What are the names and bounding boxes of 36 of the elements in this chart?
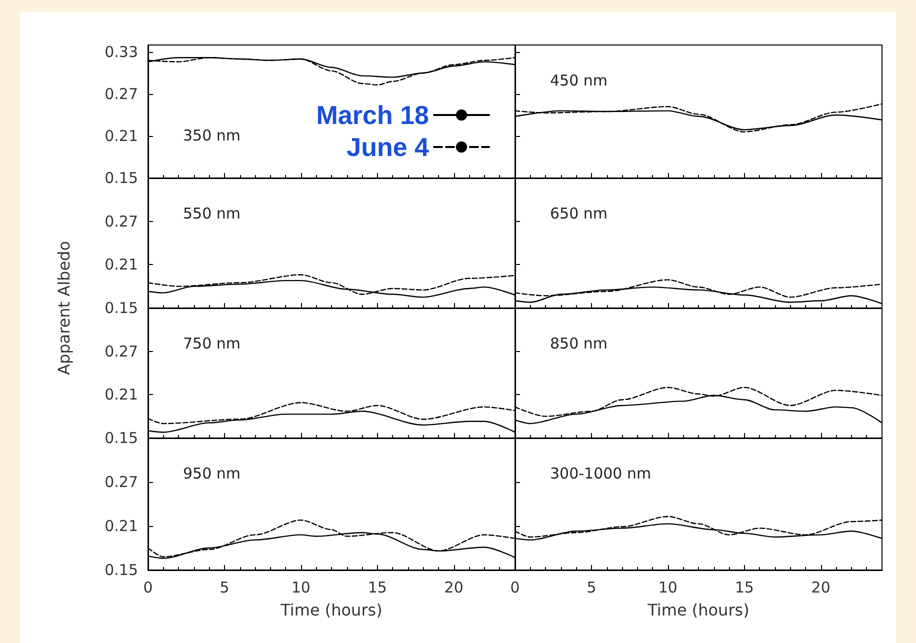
x-tick-label: 5 <box>220 578 230 596</box>
y-tick-label: 0.21 <box>104 517 138 535</box>
annotation: 300-1000 nm <box>550 464 652 482</box>
y-tick-label: 0.15 <box>104 299 138 317</box>
y-tick-label: 0.21 <box>104 386 138 404</box>
y-tick-label: 0.21 <box>104 127 138 145</box>
x-tick-label: 20 <box>811 578 830 596</box>
annotation: 850 nm <box>550 334 608 352</box>
annotation: 750 nm <box>183 334 241 352</box>
y-tick-label: 0.27 <box>104 473 138 491</box>
annotation: 450 nm <box>550 72 608 90</box>
y-tick-label: 0.15 <box>104 169 138 187</box>
y-axis-title: Apparent Albedo <box>54 241 74 375</box>
y-tick-label: 0.33 <box>104 43 138 61</box>
annotation: 950 nm <box>183 464 241 482</box>
y-tick-label: 0.27 <box>104 85 138 103</box>
y-tick-label: 0.15 <box>104 561 138 579</box>
x-tick-label: 5 <box>586 578 596 596</box>
x-axis-title: Time (hours) <box>646 600 750 620</box>
x-tick-label: 10 <box>658 578 678 596</box>
y-tick-label: 0.15 <box>104 429 138 447</box>
x-axis-title: Time (hours) <box>280 600 382 620</box>
annotation: 650 nm <box>550 204 608 222</box>
annotation: 550 nm <box>183 204 241 222</box>
x-tick-label: 10 <box>291 578 310 596</box>
y-tick-label: 0.27 <box>104 342 138 360</box>
annotation: 350 nm <box>183 126 241 144</box>
x-tick-label: 20 <box>444 578 464 596</box>
x-tick-label: 0 <box>510 578 520 596</box>
x-tick-label: 15 <box>368 578 387 596</box>
y-tick-label: 0.27 <box>104 212 138 230</box>
x-tick-label: 15 <box>734 578 754 596</box>
y-tick-label: 0.21 <box>104 256 138 274</box>
x-tick-label: 0 <box>143 578 153 596</box>
legend-label: June 4 <box>346 132 430 162</box>
legend-label: March 18 <box>316 100 429 130</box>
